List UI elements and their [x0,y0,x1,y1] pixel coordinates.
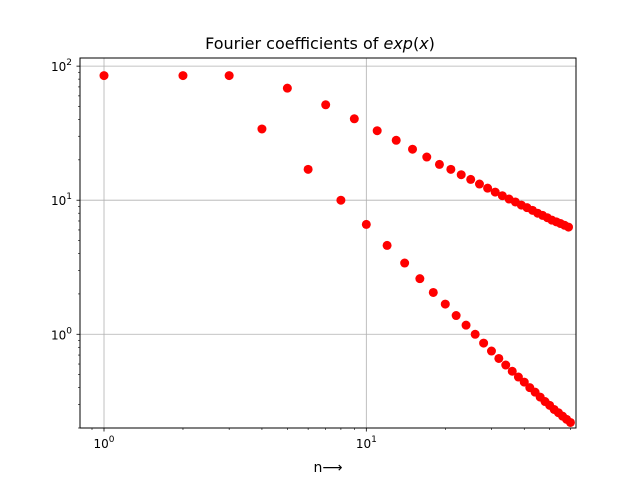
data-point [461,320,471,330]
data-point [415,274,425,284]
axes-frame [79,57,577,429]
data-point [494,353,504,363]
data-point [456,170,466,180]
data-point [257,124,267,134]
chart-title: Fourier coefficients of exp(x) [205,34,435,53]
data-point [466,174,476,184]
data-point [408,144,418,154]
data-point [497,191,507,201]
data-point [474,179,484,189]
data-point [224,71,234,81]
data-point [564,222,574,232]
data-point [336,195,346,205]
data-point [446,164,456,174]
x-tick-label: 100 [93,435,114,451]
data-point [483,183,493,193]
data-point [428,287,438,297]
x-axis-label: n⟶ [314,460,343,476]
data-point [178,71,188,81]
data-point [361,219,371,229]
data-point [470,329,480,339]
data-point [490,187,500,197]
data-point [321,100,331,110]
data-point [372,126,382,136]
data-point [440,299,450,309]
data-point [479,338,489,348]
grid [80,58,576,428]
data-point [565,417,575,427]
data-points [99,71,575,427]
data-point [391,135,401,145]
data-point [282,83,292,93]
data-point [382,240,392,250]
data-point [303,164,313,174]
data-point [519,377,529,387]
ticks: 100 101 100 101 102 [51,58,571,451]
data-point [513,372,523,382]
data-point [451,311,461,321]
data-point [434,159,444,169]
y-tick-label: 100 [51,326,72,342]
y-tick-label: 102 [51,58,72,74]
x-tick-label: 101 [356,435,377,451]
data-point [501,360,511,370]
data-point [349,114,359,124]
data-point [507,366,517,376]
data-point [400,258,410,268]
data-point [422,152,432,162]
data-point [99,71,109,81]
y-tick-label: 101 [51,192,72,208]
data-point [486,346,496,356]
